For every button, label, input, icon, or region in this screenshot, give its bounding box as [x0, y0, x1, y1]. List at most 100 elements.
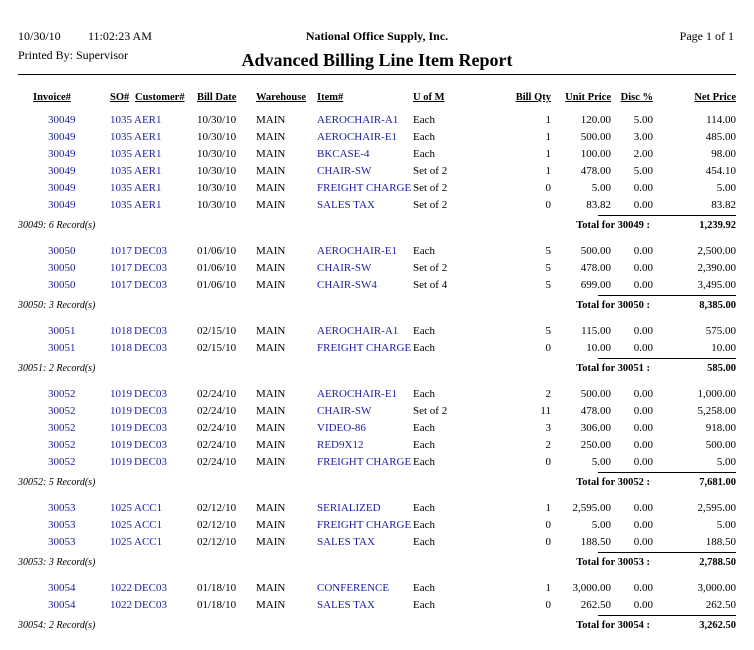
- invoice[interactable]: 30050: [48, 245, 76, 257]
- so-number[interactable]: 1019: [110, 405, 132, 417]
- so-number[interactable]: 1025: [110, 519, 132, 531]
- item[interactable]: CHAIR-SW: [317, 165, 372, 177]
- unit-price: 115.00: [581, 325, 611, 337]
- item[interactable]: AEROCHAIR-E1: [317, 245, 398, 257]
- customer[interactable]: AER1: [134, 131, 162, 143]
- invoice[interactable]: 30052: [48, 388, 76, 400]
- bill-date: 01/06/10: [197, 279, 237, 291]
- customer[interactable]: DEC03: [134, 388, 167, 400]
- so-number[interactable]: 1035: [110, 165, 132, 177]
- invoice[interactable]: 30052: [48, 422, 76, 434]
- item[interactable]: FREIGHT CHARGE: [317, 182, 412, 194]
- so-number[interactable]: 1035: [110, 148, 132, 160]
- group-total: 2,788.50: [699, 557, 736, 568]
- customer[interactable]: DEC03: [134, 245, 167, 257]
- customer[interactable]: DEC03: [134, 582, 167, 594]
- customer[interactable]: DEC03: [134, 439, 167, 451]
- so-number[interactable]: 1035: [110, 199, 132, 211]
- item[interactable]: CHAIR-SW4: [317, 279, 377, 291]
- invoice[interactable]: 30053: [48, 519, 76, 531]
- total-label: Total for 30052 :: [576, 477, 650, 488]
- customer[interactable]: DEC03: [134, 262, 167, 274]
- so-number[interactable]: 1035: [110, 182, 132, 194]
- so-number[interactable]: 1025: [110, 502, 132, 514]
- so-number[interactable]: 1017: [110, 245, 132, 257]
- so-number[interactable]: 1022: [110, 582, 132, 594]
- customer[interactable]: AER1: [134, 148, 162, 160]
- item[interactable]: CONFERENCE: [317, 582, 390, 594]
- net-price: 10.00: [711, 342, 736, 354]
- item[interactable]: FREIGHT CHARGE: [317, 519, 412, 531]
- customer[interactable]: DEC03: [134, 456, 167, 468]
- item[interactable]: AEROCHAIR-E1: [317, 131, 398, 143]
- so-number[interactable]: 1035: [110, 114, 132, 126]
- unit-of-measure: Set of 2: [413, 182, 448, 194]
- so-number[interactable]: 1019: [110, 439, 132, 451]
- item[interactable]: SERIALIZED: [317, 502, 381, 514]
- so-number[interactable]: 1017: [110, 262, 132, 274]
- item[interactable]: AEROCHAIR-A1: [317, 325, 399, 337]
- so-number[interactable]: 1035: [110, 131, 132, 143]
- customer[interactable]: DEC03: [134, 599, 167, 611]
- item[interactable]: VIDEO-86: [317, 422, 366, 434]
- so-number[interactable]: 1017: [110, 279, 132, 291]
- so-number[interactable]: 1019: [110, 456, 132, 468]
- customer[interactable]: AER1: [134, 182, 162, 194]
- item[interactable]: RED9X12: [317, 439, 364, 451]
- customer[interactable]: DEC03: [134, 279, 167, 291]
- group-summary: 30050: 3 Record(s): [18, 300, 96, 311]
- invoice[interactable]: 30049: [48, 131, 76, 143]
- invoice[interactable]: 30053: [48, 536, 76, 548]
- so-number[interactable]: 1018: [110, 342, 132, 354]
- bill-qty: 0: [545, 342, 552, 354]
- group-total: 7,681.00: [699, 477, 736, 488]
- total-rule: [598, 472, 736, 473]
- customer[interactable]: DEC03: [134, 422, 167, 434]
- total-label: Total for 30054 :: [576, 620, 650, 631]
- report-title: Advanced Billing Line Item Report: [241, 50, 513, 70]
- customer[interactable]: DEC03: [134, 342, 167, 354]
- warehouse: MAIN: [256, 199, 286, 211]
- so-number[interactable]: 1018: [110, 325, 132, 337]
- invoice[interactable]: 30054: [48, 599, 76, 611]
- so-number[interactable]: 1022: [110, 599, 132, 611]
- invoice[interactable]: 30049: [48, 165, 76, 177]
- customer[interactable]: AER1: [134, 114, 162, 126]
- unit-price: 478.00: [580, 165, 611, 177]
- warehouse: MAIN: [256, 502, 286, 514]
- customer[interactable]: AER1: [134, 199, 162, 211]
- item[interactable]: AEROCHAIR-E1: [317, 388, 398, 400]
- invoice[interactable]: 30050: [48, 262, 76, 274]
- item[interactable]: AEROCHAIR-A1: [317, 114, 399, 126]
- invoice[interactable]: 30049: [48, 148, 76, 160]
- item[interactable]: CHAIR-SW: [317, 262, 372, 274]
- invoice[interactable]: 30051: [48, 342, 76, 354]
- invoice[interactable]: 30052: [48, 456, 76, 468]
- customer[interactable]: ACC1: [134, 502, 163, 514]
- item[interactable]: SALES TAX: [317, 599, 375, 611]
- invoice[interactable]: 30053: [48, 502, 76, 514]
- net-price: 5,258.00: [697, 405, 737, 417]
- item[interactable]: BKCASE-4: [317, 148, 370, 160]
- customer[interactable]: AER1: [134, 165, 162, 177]
- customer[interactable]: ACC1: [134, 519, 163, 531]
- invoice[interactable]: 30049: [48, 114, 76, 126]
- item[interactable]: CHAIR-SW: [317, 405, 372, 417]
- invoice[interactable]: 30050: [48, 279, 76, 291]
- invoice[interactable]: 30052: [48, 439, 76, 451]
- invoice[interactable]: 30049: [48, 182, 76, 194]
- customer[interactable]: ACC1: [134, 536, 163, 548]
- invoice[interactable]: 30052: [48, 405, 76, 417]
- so-number[interactable]: 1025: [110, 536, 132, 548]
- item[interactable]: SALES TAX: [317, 536, 375, 548]
- invoice[interactable]: 30051: [48, 325, 76, 337]
- item[interactable]: FREIGHT CHARGE: [317, 456, 412, 468]
- item[interactable]: SALES TAX: [317, 199, 375, 211]
- customer[interactable]: DEC03: [134, 325, 167, 337]
- customer[interactable]: DEC03: [134, 405, 167, 417]
- item[interactable]: FREIGHT CHARGE: [317, 342, 412, 354]
- invoice[interactable]: 30049: [48, 199, 76, 211]
- so-number[interactable]: 1019: [110, 388, 132, 400]
- so-number[interactable]: 1019: [110, 422, 132, 434]
- invoice[interactable]: 30054: [48, 582, 76, 594]
